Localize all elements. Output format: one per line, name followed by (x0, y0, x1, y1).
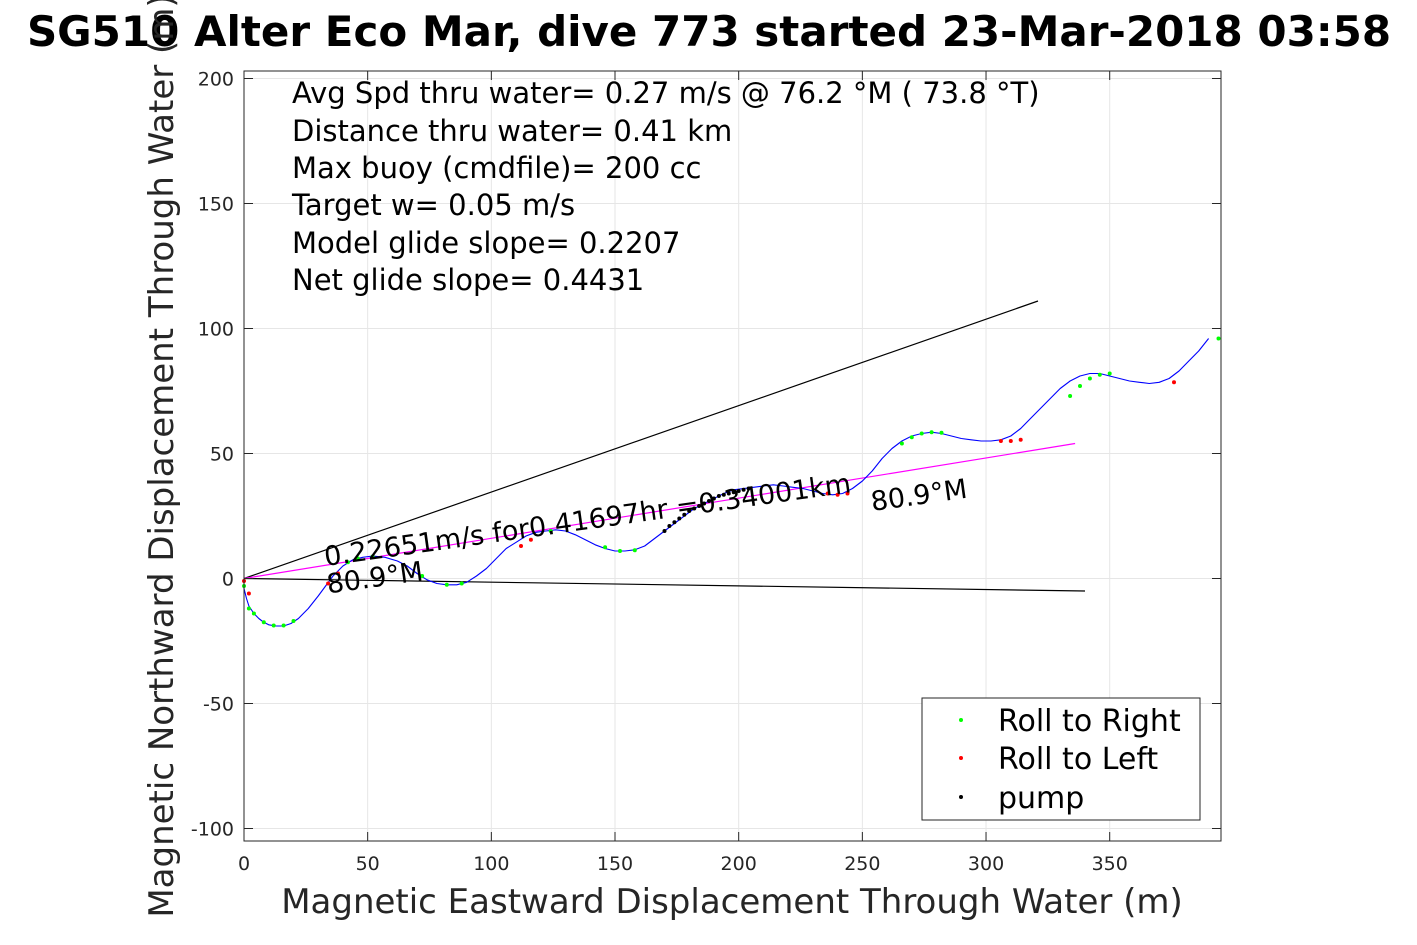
y-tick-label: 100 (198, 319, 234, 341)
y-tick-label: -50 (203, 694, 234, 716)
roll-to-right-point (909, 435, 914, 440)
info-line-distance: Distance thru water= 0.41 km (292, 114, 732, 148)
y-tick-label: -100 (191, 819, 234, 841)
info-line-net-glide: Net glide slope= 0.4431 (292, 263, 644, 297)
legend: Roll to Right Roll to Left pump (921, 697, 1201, 821)
legend-label-roll-left: Roll to Left (998, 742, 1158, 777)
point-layer (242, 336, 1221, 628)
roll-to-right-point (632, 548, 637, 553)
roll-to-right-point (370, 554, 375, 559)
pump-point (707, 499, 711, 503)
roll-to-right-point (1078, 384, 1082, 388)
roll-to-right-point (1216, 336, 1221, 341)
roll-to-right-point (459, 581, 464, 586)
roll-to-left-point (336, 571, 340, 576)
info-box: Avg Spd thru water= 0.27 m/s @ 76.2 °M (… (291, 76, 1040, 297)
pump-point (711, 496, 716, 501)
x-tick-label: 150 (597, 853, 633, 875)
ticks: 0 50 100 150 200 250 300 350 -100 -50 0 50 100 150 200 (191, 69, 1221, 875)
legend-marker-pump (959, 795, 963, 799)
info-line-avg-speed: Avg Spd thru water= 0.27 m/s @ 76.2 °M (… (292, 76, 1040, 110)
pump-point (731, 490, 736, 495)
roll-to-right-point (444, 582, 449, 587)
roll-to-left-point (519, 544, 523, 548)
pump-point (667, 524, 672, 528)
roll-to-right-point (345, 560, 350, 565)
pump-point (702, 501, 707, 506)
lower-bound-line (243, 577, 1086, 592)
roll-to-right-point (1097, 372, 1102, 377)
heading-line-line (243, 442, 1076, 580)
roll-to-right-point (261, 620, 266, 625)
roll-to-right-point (420, 574, 425, 578)
pump-point (716, 494, 721, 498)
plot-frame (243, 70, 1222, 842)
info-line-max-buoy: Max buoy (cmdfile)= 200 cc (292, 151, 701, 185)
x-tick-label: 50 (356, 853, 380, 875)
legend-box (921, 697, 1201, 821)
legend-marker-roll-left (959, 756, 963, 760)
reference-lines (243, 300, 1086, 592)
roll-to-right-point (919, 431, 924, 436)
roll-to-left-point (246, 591, 251, 596)
roll-to-right-point (618, 549, 622, 553)
pump-point (726, 491, 731, 496)
chart-title: SG510 Alter Eco Mar, dive 773 started 23… (27, 7, 1391, 56)
x-tick-label: 0 (238, 853, 250, 875)
pump-point (736, 489, 741, 493)
x-tick-label: 200 (721, 853, 757, 875)
pump-point (672, 520, 677, 525)
roll-to-right-point (603, 545, 608, 550)
roll-to-right-point (1107, 371, 1112, 376)
upper-bound-line (243, 300, 1039, 580)
pump-point (677, 516, 682, 521)
roll-to-right-point (355, 556, 360, 561)
pump-point (682, 512, 687, 517)
roll-to-left-point (528, 537, 533, 542)
pump-point (697, 504, 702, 508)
x-axis-label: Magnetic Eastward Displacement Through W… (281, 882, 1183, 922)
pump-point (741, 487, 746, 492)
y-tick-label: 50 (210, 444, 234, 466)
y-axis-label: Magnetic Northward Displacement Through … (142, 0, 182, 918)
roll-to-left-point (998, 439, 1003, 443)
x-tick-label: 250 (844, 853, 880, 875)
y-tick-label: 0 (222, 569, 234, 591)
roll-to-left-point (845, 491, 850, 496)
roll-to-left-point (1008, 439, 1013, 443)
x-tick-label: 350 (1092, 853, 1128, 875)
pump-point (692, 506, 697, 511)
y-tick-label: 150 (198, 194, 234, 216)
roll-to-right-point (1087, 376, 1092, 381)
info-line-target-w: Target w= 0.05 m/s (291, 188, 575, 222)
x-tick-label: 300 (968, 853, 1004, 875)
roll-to-right-point (1068, 394, 1073, 398)
roll-to-right-point (899, 441, 904, 446)
roll-to-right-point (251, 611, 256, 616)
pump-point (662, 529, 667, 533)
y-tick-label: 200 (198, 69, 234, 91)
legend-marker-roll-right (959, 718, 963, 722)
pump-point (687, 509, 692, 513)
legend-label-pump: pump (998, 781, 1084, 816)
roll-to-left-point (1018, 437, 1023, 442)
roll-to-left-point (825, 491, 830, 496)
pump-point (746, 486, 751, 491)
roll-to-right-point (271, 623, 276, 628)
roll-to-right-point (929, 430, 934, 435)
info-line-model-glide: Model glide slope= 0.2207 (292, 226, 680, 260)
roll-to-right-point (939, 430, 944, 435)
pump-point (721, 492, 726, 497)
roll-to-left-point (326, 581, 331, 586)
roll-to-left-point (835, 492, 840, 497)
legend-label-roll-right: Roll to Right (998, 704, 1181, 739)
roll-to-right-point (281, 623, 286, 628)
roll-to-right-point (246, 606, 251, 611)
roll-to-right-point (548, 529, 553, 533)
x-tick-label: 100 (473, 853, 509, 875)
roll-to-left-point (1172, 380, 1176, 385)
roll-to-right-point (291, 619, 296, 623)
